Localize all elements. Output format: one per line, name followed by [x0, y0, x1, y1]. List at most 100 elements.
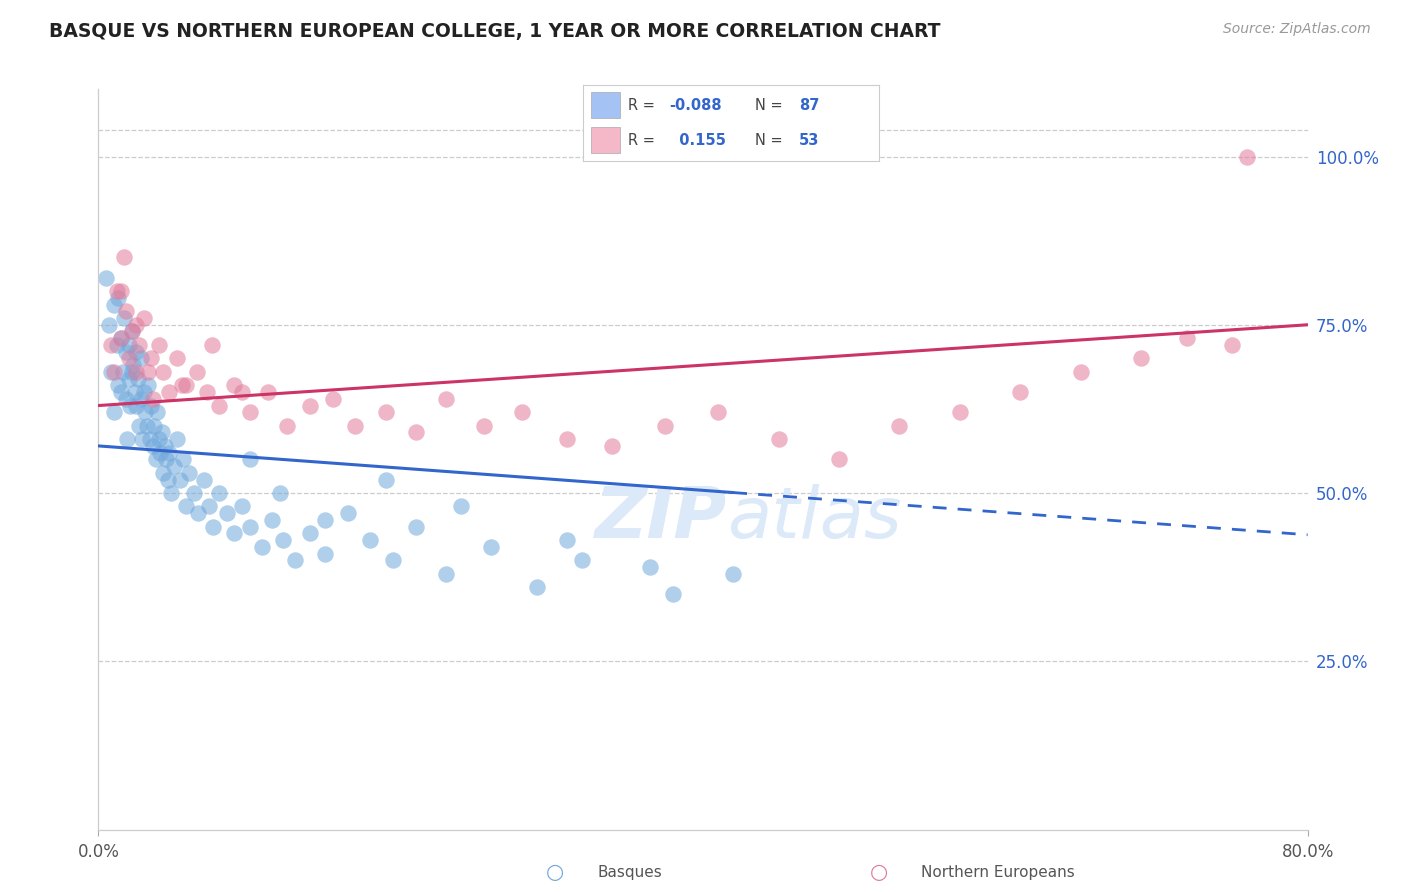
Point: [159, 385, 181, 400]
Point: [114, 304, 136, 318]
Point: [155, 452, 177, 467]
Point: [125, 318, 148, 332]
Point: [256, 385, 278, 400]
Text: 0.155: 0.155: [669, 133, 725, 147]
Point: [121, 325, 143, 339]
Point: [105, 284, 128, 298]
Bar: [591, 128, 620, 153]
Point: [132, 385, 155, 400]
Point: [269, 486, 291, 500]
Point: [271, 533, 294, 548]
Point: [208, 399, 231, 413]
Point: [125, 344, 148, 359]
Text: 53: 53: [799, 133, 820, 147]
Point: [131, 432, 153, 446]
Point: [110, 331, 132, 345]
Point: [374, 473, 396, 487]
Point: [121, 325, 143, 339]
Point: [276, 418, 298, 433]
Point: [1070, 365, 1092, 379]
Text: Northern Europeans: Northern Europeans: [921, 865, 1074, 880]
Point: [201, 338, 224, 352]
Point: [114, 392, 136, 406]
Point: [103, 405, 125, 419]
Point: [1220, 338, 1243, 352]
Point: [121, 365, 143, 379]
Point: [602, 439, 624, 453]
Point: [434, 392, 457, 406]
Point: [382, 553, 405, 567]
Point: [110, 331, 132, 345]
Point: [156, 473, 179, 487]
Point: [150, 425, 173, 440]
Point: [250, 540, 273, 554]
Point: [166, 432, 188, 446]
Point: [202, 519, 225, 533]
Point: [172, 452, 194, 467]
Point: [111, 365, 134, 379]
Point: [374, 405, 396, 419]
Bar: [591, 93, 620, 118]
Point: [526, 580, 548, 594]
Point: [197, 500, 219, 514]
Point: [1130, 351, 1153, 366]
Text: N =: N =: [755, 133, 787, 147]
Point: [299, 526, 322, 541]
Point: [128, 418, 150, 433]
Point: [112, 251, 135, 265]
Point: [163, 459, 186, 474]
Point: [143, 418, 166, 433]
Point: [107, 291, 129, 305]
Point: [284, 553, 307, 567]
Point: [153, 439, 176, 453]
Point: [239, 405, 262, 419]
Text: R =: R =: [627, 133, 659, 147]
Point: [141, 399, 163, 413]
Point: [110, 385, 132, 400]
Point: [114, 344, 136, 359]
Point: [571, 553, 593, 567]
Point: [148, 432, 170, 446]
Point: [231, 385, 253, 400]
Point: [183, 486, 205, 500]
Point: [148, 338, 170, 352]
Point: [142, 439, 165, 453]
Point: [193, 473, 215, 487]
Point: [224, 526, 246, 541]
Point: [115, 432, 138, 446]
Point: [405, 425, 427, 440]
Point: [434, 566, 457, 581]
Point: [949, 405, 972, 419]
Point: [134, 405, 156, 419]
Point: [654, 418, 676, 433]
Point: [1175, 331, 1198, 345]
Point: [555, 533, 578, 548]
Text: BASQUE VS NORTHERN EUROPEAN COLLEGE, 1 YEAR OR MORE CORRELATION CHART: BASQUE VS NORTHERN EUROPEAN COLLEGE, 1 Y…: [49, 22, 941, 41]
Point: [638, 560, 661, 574]
Text: -0.088: -0.088: [669, 98, 721, 112]
Point: [103, 365, 125, 379]
Point: [661, 587, 683, 601]
Point: [299, 399, 322, 413]
Point: [122, 358, 145, 372]
Point: [472, 418, 495, 433]
Point: [510, 405, 533, 419]
Point: [889, 418, 911, 433]
Point: [152, 466, 174, 480]
Point: [135, 418, 157, 433]
Point: [314, 547, 336, 561]
Point: [186, 365, 208, 379]
Point: [231, 500, 253, 514]
Point: [224, 378, 246, 392]
Point: [195, 385, 218, 400]
Point: [169, 473, 191, 487]
Point: [314, 513, 336, 527]
Point: [179, 466, 201, 480]
Point: [129, 392, 152, 406]
Point: [105, 338, 128, 352]
Point: [118, 351, 141, 366]
Point: [124, 385, 146, 400]
Point: [555, 432, 578, 446]
Point: [136, 378, 159, 392]
Point: [215, 506, 238, 520]
